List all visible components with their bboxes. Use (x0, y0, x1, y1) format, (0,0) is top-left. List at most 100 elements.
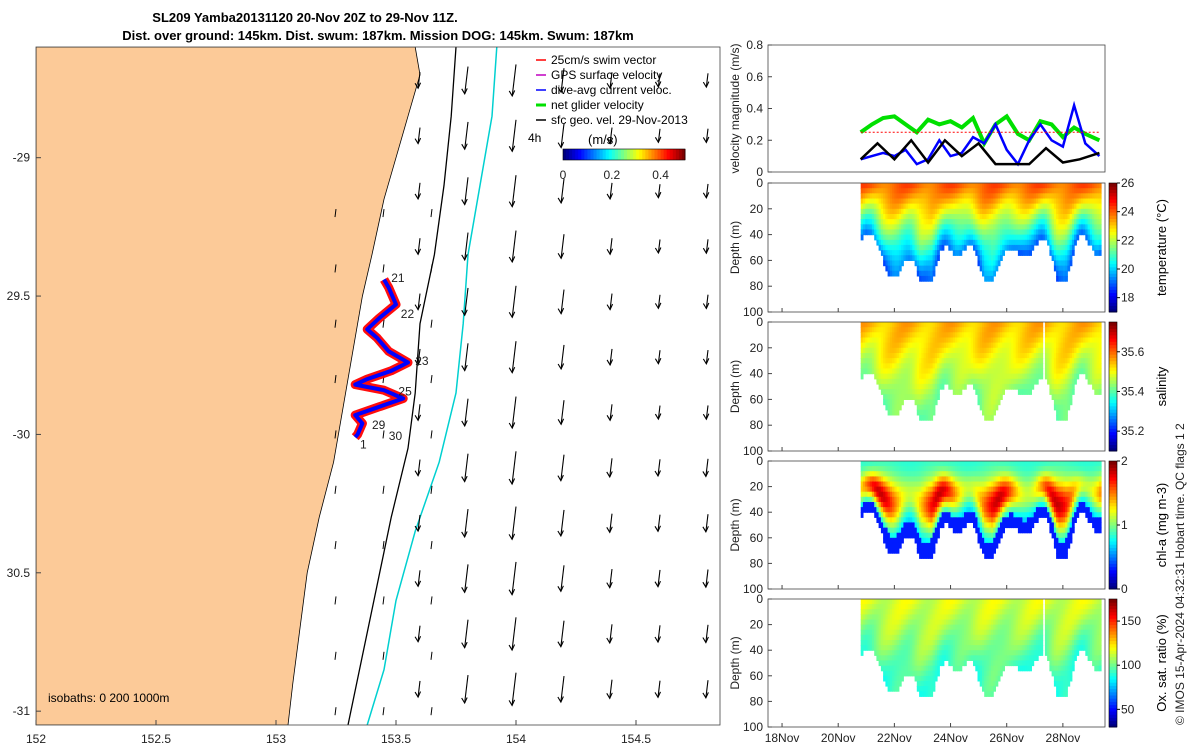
heatmap-cell (898, 363, 902, 370)
heatmap-cell (1044, 219, 1048, 225)
colorbar-cell (587, 149, 591, 160)
heatmap-cell (930, 542, 934, 549)
heatmap-cell (937, 327, 940, 333)
heatmap-cell (982, 481, 985, 488)
sfc-arrow (382, 264, 385, 273)
heatmap-cell (1020, 198, 1023, 205)
heatmap-cell (1015, 358, 1019, 364)
heatmap-cell (984, 383, 987, 390)
heatmap-cell (1015, 188, 1019, 194)
heatmap-cell (959, 373, 963, 380)
heatmap-cell (1092, 337, 1095, 344)
heatmap-cell (959, 327, 963, 333)
heatmap-cell (1071, 522, 1075, 529)
heatmap-cell (1044, 214, 1048, 220)
heatmap-cell (1000, 363, 1003, 370)
day-label: 30 (389, 429, 403, 443)
heatmap-cell (923, 461, 927, 467)
heatmap-cell (1092, 358, 1095, 364)
heatmap-cell (1000, 203, 1003, 210)
heatmap-cell (937, 214, 940, 220)
heatmap-cell (1067, 383, 1071, 390)
heatmap-cell (1053, 394, 1057, 400)
heatmap-cell (968, 183, 972, 189)
heatmap-cell (1051, 507, 1055, 513)
heatmap-cell (1049, 239, 1053, 246)
heatmap-cell (1004, 368, 1008, 375)
heatmap-cell (995, 461, 999, 467)
heatmap-cell (1069, 522, 1073, 529)
heatmap-cell (955, 239, 958, 246)
heatmap-cell (995, 527, 999, 534)
sfc-arrow-head (654, 636, 661, 644)
heatmap-cell (898, 260, 902, 267)
heatmap-cell (982, 517, 985, 523)
heatmap-cell (862, 491, 866, 498)
heatmap-cell (925, 532, 929, 539)
heatmap-cell (923, 337, 927, 344)
heatmap-cell (901, 203, 904, 210)
heatmap-cell (896, 404, 900, 411)
heatmap-cell (892, 507, 895, 513)
heatmap-cell (905, 389, 909, 395)
sfc-arrow (417, 348, 421, 366)
heatmap-cell (867, 466, 871, 472)
heatmap-cell (1053, 471, 1057, 477)
heatmap-cell (862, 342, 866, 349)
heatmap-cell (905, 363, 909, 370)
heatmap-cell (869, 203, 873, 210)
heatmap-cell (883, 198, 886, 205)
heatmap-cell (883, 342, 886, 349)
heatmap-cell (950, 224, 954, 231)
heatmap-cell (957, 502, 961, 508)
heatmap-cell (1053, 260, 1057, 267)
heatmap-cell (968, 229, 972, 236)
heatmap-cell (970, 358, 974, 364)
heatmap-cell (1062, 270, 1066, 277)
heatmap-cell (928, 229, 931, 236)
heatmap-cell (986, 409, 990, 416)
heatmap-cell (865, 466, 868, 472)
heatmap-cell (937, 188, 940, 194)
heatmap-cell (885, 342, 889, 349)
heatmap-cell (1076, 461, 1080, 467)
heatmap-cell (1040, 358, 1044, 364)
heatmap-cell (982, 404, 985, 411)
heatmap-cell (1026, 461, 1030, 467)
heatmap-cell (939, 466, 943, 472)
colorbar-cell (1109, 192, 1117, 197)
heatmap-cell (950, 183, 954, 189)
heatmap-cell (871, 347, 875, 354)
heatmap-cell (1031, 234, 1035, 241)
heatmap-cell (957, 358, 961, 364)
heatmap-cell (1094, 383, 1098, 390)
heatmap-cell (1056, 414, 1059, 421)
heatmap-cell (1049, 496, 1053, 503)
heatmap-cell (1092, 198, 1095, 205)
heatmap-cell (1038, 219, 1041, 225)
heatmap-cell (869, 229, 873, 236)
colorbar-cell (1109, 279, 1117, 284)
heatmap-cell (930, 527, 934, 534)
heatmap-cell (1026, 193, 1030, 200)
sfc-arrow-head (414, 359, 422, 367)
heatmap-cell (977, 389, 981, 395)
heatmap-cell (950, 502, 954, 508)
heatmap-cell (1065, 188, 1068, 194)
heatmap-cell (885, 404, 889, 411)
heatmap-cell (919, 399, 922, 406)
heatmap-cell (1098, 332, 1102, 339)
heatmap-cell (1038, 332, 1041, 339)
heatmap-cell (982, 250, 985, 256)
heatmap-cell (1074, 491, 1077, 498)
heatmap-cell (1067, 208, 1071, 215)
heatmap-cell (970, 193, 974, 200)
heatmap-cell (1094, 342, 1098, 349)
heatmap-cell (1015, 322, 1019, 328)
heatmap-cell (959, 347, 963, 354)
heatmap-cell (1000, 183, 1003, 189)
heatmap-cell (955, 214, 958, 220)
heatmap-cell (871, 193, 875, 200)
heatmap-cell (975, 244, 979, 251)
heatmap-cell (946, 502, 949, 508)
